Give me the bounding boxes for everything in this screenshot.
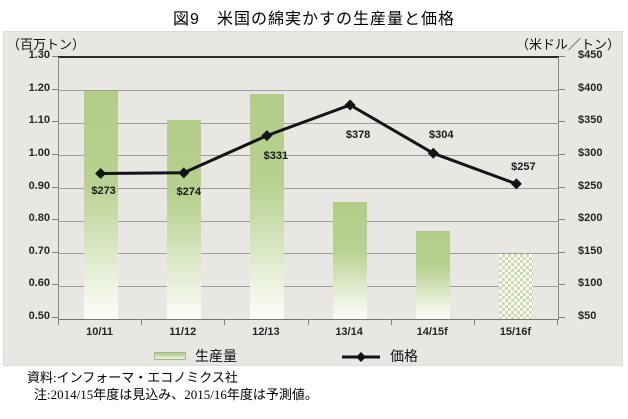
right-axis-tick-label: $150 <box>578 244 603 257</box>
left-axis-tick <box>52 88 58 90</box>
right-axis-tick <box>559 121 565 123</box>
left-axis-tick <box>52 121 58 123</box>
right-axis-tick <box>559 88 565 90</box>
price-point-marker-icon <box>95 167 107 179</box>
price-point-label: $273 <box>91 185 116 198</box>
x-axis-category-label: 12/13 <box>252 326 280 338</box>
plot-area: $273 $274 $331 $378 $304 $257 <box>58 56 559 320</box>
gridline <box>59 285 558 287</box>
production-bar <box>166 120 201 319</box>
x-axis-tick <box>390 319 392 325</box>
price-line-swatch-icon <box>342 350 380 362</box>
right-axis-tick <box>559 153 565 155</box>
left-axis-tick <box>52 186 58 188</box>
right-axis-tick-label: $250 <box>578 179 603 192</box>
right-axis-tick-label: $350 <box>578 114 603 127</box>
price-point-marker-icon <box>510 178 522 190</box>
left-axis-tick-label: 0.60 <box>28 277 50 290</box>
right-axis-tick <box>559 56 565 57</box>
forecast-note: 注:2014/15年度は見込み、2015/16年度は予測値。 <box>34 387 318 402</box>
right-axis-tick <box>559 251 565 253</box>
right-axis-tick-label: $450 <box>578 49 603 61</box>
left-axis-tick-label: 0.50 <box>28 310 50 322</box>
price-line-series <box>95 99 522 190</box>
x-axis-tick <box>473 319 475 325</box>
left-axis-unit-label: （百万トン） <box>7 37 86 52</box>
gridline <box>59 90 558 92</box>
production-bar <box>416 230 451 319</box>
price-point-label: $331 <box>263 149 289 162</box>
x-axis-category-label: 14/15f <box>416 326 448 338</box>
left-axis-tick-label: 1.10 <box>28 114 50 127</box>
left-axis-tick-label: 0.90 <box>28 179 50 192</box>
x-axis-category-label: 10/11 <box>86 326 114 338</box>
right-axis-tick <box>559 317 565 318</box>
x-axis-category-label: 15/16f <box>499 326 531 338</box>
x-axis-tick <box>557 319 558 325</box>
price-point-marker-icon <box>427 147 439 159</box>
right-axis-tick-label: $100 <box>578 277 603 290</box>
legend-item-price: 価格 <box>342 348 418 364</box>
left-axis-tick-label: 0.70 <box>28 244 50 257</box>
production-legend-label: 生産量 <box>195 348 237 364</box>
footnotes: 資料:インフォーマ・エコノミクス社 注:2014/15年度は見込み、2015/1… <box>0 369 628 403</box>
left-axis-tick-label: 1.30 <box>28 49 50 61</box>
price-point-label: $378 <box>345 128 371 141</box>
left-axis-tick-label: 1.20 <box>28 81 50 94</box>
left-axis-tick <box>52 251 58 253</box>
left-axis-tick <box>52 56 58 57</box>
gridline <box>59 188 558 189</box>
right-axis-tick-label: $50 <box>578 310 597 322</box>
left-axis-tick <box>52 284 58 286</box>
x-axis-category-label: 13/14 <box>335 326 363 338</box>
right-axis-tick-label: $400 <box>578 81 603 94</box>
figure-title: 図9 米国の綿実かすの生産量と価格 <box>173 11 455 28</box>
production-bar <box>499 253 534 319</box>
left-axis-tick <box>52 317 58 318</box>
chart-canvas: （百万トン） （米ドル／トン） $273 $274 $331 $378 $304 $257… <box>3 31 623 366</box>
production-bar <box>333 201 368 319</box>
left-axis-tick <box>52 219 58 221</box>
price-point-marker-icon <box>261 130 273 142</box>
gridline <box>59 220 558 222</box>
source-note: 資料:インフォーマ・エコノミクス社 <box>27 370 238 385</box>
price-point-label: $304 <box>429 129 454 142</box>
right-axis-unit-label: （米ドル／トン） <box>515 37 620 52</box>
production-bar-swatch-icon <box>154 352 186 360</box>
right-axis-tick-label: $200 <box>578 212 603 225</box>
price-point-label: $274 <box>176 185 201 198</box>
left-axis-tick <box>52 153 58 155</box>
price-legend-label: 価格 <box>390 348 418 364</box>
right-axis-tick <box>559 186 565 188</box>
x-axis-tick <box>224 319 226 325</box>
x-axis-category-label: 11/12 <box>169 326 197 338</box>
price-point-marker-icon <box>344 99 356 111</box>
gridline <box>59 253 558 255</box>
right-axis-tick-label: $300 <box>578 146 603 159</box>
x-axis-tick <box>307 319 309 325</box>
price-point-marker-icon <box>178 167 190 179</box>
price-point-label: $257 <box>511 160 536 173</box>
left-axis-tick-label: 0.80 <box>28 212 50 225</box>
x-axis-tick <box>141 319 143 325</box>
production-bar <box>83 90 118 319</box>
gridline <box>59 155 558 157</box>
right-axis-tick <box>559 219 565 221</box>
right-axis-tick <box>559 284 565 286</box>
legend-item-production: 生産量 <box>154 348 237 364</box>
left-axis-tick-label: 1.00 <box>28 146 50 159</box>
x-axis-tick <box>58 319 59 325</box>
gridline <box>59 122 558 124</box>
